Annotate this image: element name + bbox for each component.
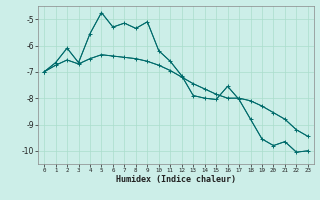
X-axis label: Humidex (Indice chaleur): Humidex (Indice chaleur) [116, 175, 236, 184]
